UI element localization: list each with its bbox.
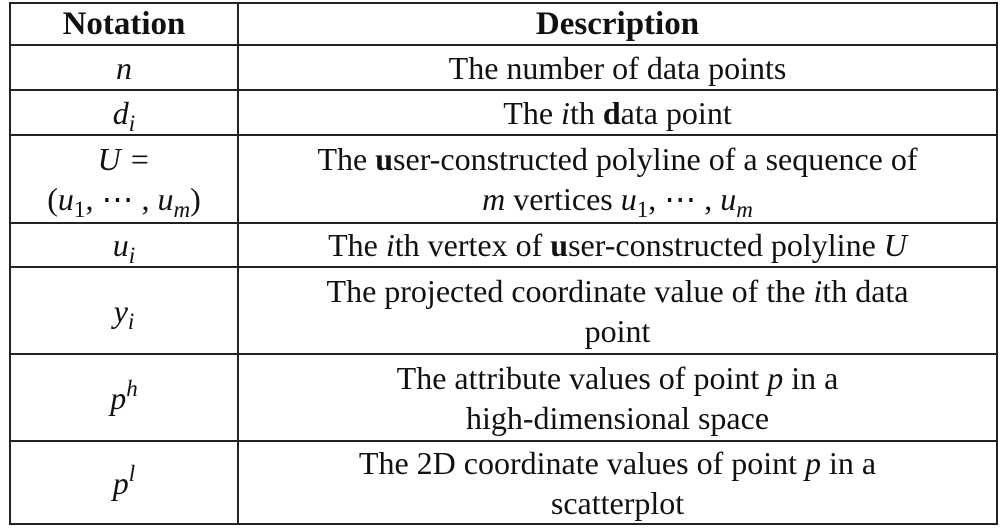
notation-base: u	[57, 181, 74, 217]
description-italic: i	[561, 94, 570, 131]
description-cell: The ith data point	[237, 89, 998, 136]
description-italic: p	[767, 359, 784, 396]
description-text: The	[317, 141, 376, 177]
description-bold: u	[550, 227, 569, 263]
description-italic: U	[883, 227, 907, 263]
description-text: The 2D coordinate values of point	[358, 444, 805, 481]
notation-base: u	[157, 181, 174, 217]
description-text: high-dimensional space	[465, 399, 770, 436]
table-row: pl The 2D coordinate values of point p i…	[9, 440, 998, 525]
table-row: ui The ith vertex of user-constructed po…	[9, 222, 998, 269]
description-cell: The ith vertex of user-constructed polyl…	[237, 222, 998, 268]
header-notation: Notation	[9, 2, 239, 46]
description-italic: m	[482, 181, 506, 217]
notation-base: p	[112, 464, 129, 501]
notation-cell: pl	[9, 440, 239, 525]
notation-cell: yi	[9, 266, 239, 355]
notation-base: p	[110, 379, 127, 416]
table-row: di The ith data point	[9, 89, 998, 136]
notation-subscript: m	[173, 196, 191, 223]
description-italic: i	[385, 227, 395, 263]
notation-base: y	[113, 292, 128, 329]
table-row: U = (u1, ⋯ , um) The user-constructed po…	[9, 134, 998, 224]
description-text: The	[328, 227, 386, 263]
table-row: yi The projected coordinate value of the…	[9, 266, 998, 355]
description-text: ata point	[620, 94, 732, 131]
description-text: scatterplot	[550, 484, 685, 521]
description-italic: p	[805, 444, 821, 481]
notation-paren: )	[190, 181, 201, 217]
description-text: vertices	[505, 181, 621, 217]
description-cell: The attribute values of point p in a hig…	[237, 353, 998, 442]
description-italic: u	[620, 181, 637, 217]
notation-line: U =	[97, 141, 151, 177]
notation-subscript: i	[127, 307, 135, 334]
description-bold: d	[602, 94, 621, 131]
description-italic: u	[720, 181, 737, 217]
notation-cell: n	[9, 44, 239, 91]
description-text: th data	[822, 272, 909, 309]
notation-subscript: 1	[73, 196, 86, 223]
notation-cell: ui	[9, 222, 239, 269]
description-cell: The user-constructed polyline of a seque…	[237, 134, 998, 224]
description-subscript: 1	[636, 196, 649, 223]
description-text: th vertex of	[394, 227, 551, 263]
description-cell: The 2D coordinate values of point p in a…	[237, 440, 998, 525]
description-cell: The number of data points	[237, 44, 998, 91]
description-text: ser-constructed polyline	[568, 227, 884, 263]
notation-symbol: n	[116, 49, 132, 86]
description-text: ser-constructed polyline of a sequence o…	[393, 141, 918, 177]
table-row: ph The attribute values of point p in a …	[9, 353, 998, 442]
notation-subscript: i	[128, 242, 136, 269]
table-row: n The number of data points	[9, 44, 998, 91]
notation-dots: , ⋯ ,	[85, 181, 158, 217]
description-italic: i	[813, 272, 823, 309]
description-dots: , ⋯ ,	[648, 181, 721, 217]
notation-superscript: h	[126, 374, 138, 401]
description-text: The projected coordinate value of the	[326, 272, 814, 309]
description-text: The attribute values of point	[396, 359, 768, 396]
description-text: point	[584, 312, 651, 349]
description-bold: u	[375, 141, 394, 177]
description-text: in a	[783, 359, 839, 396]
description-text: th	[569, 94, 603, 131]
notation-base: u	[112, 227, 129, 263]
notation-cell: di	[9, 89, 239, 136]
description-cell: The projected coordinate value of the it…	[237, 266, 998, 355]
notation-superscript: l	[128, 459, 136, 486]
notation-cell: U = (u1, ⋯ , um)	[9, 134, 239, 224]
notation-paren: (	[47, 181, 58, 217]
header-description: Description	[237, 2, 998, 46]
description-subscript: m	[736, 196, 753, 223]
description-text: The	[503, 94, 562, 131]
notation-subscript: i	[128, 109, 136, 136]
notation-cell: ph	[9, 353, 239, 442]
table-header-row: Notation Description	[9, 2, 998, 46]
description-text: in a	[821, 444, 877, 481]
notation-base: d	[112, 94, 129, 131]
notation-table: Notation Description n The number of dat…	[9, 2, 998, 525]
